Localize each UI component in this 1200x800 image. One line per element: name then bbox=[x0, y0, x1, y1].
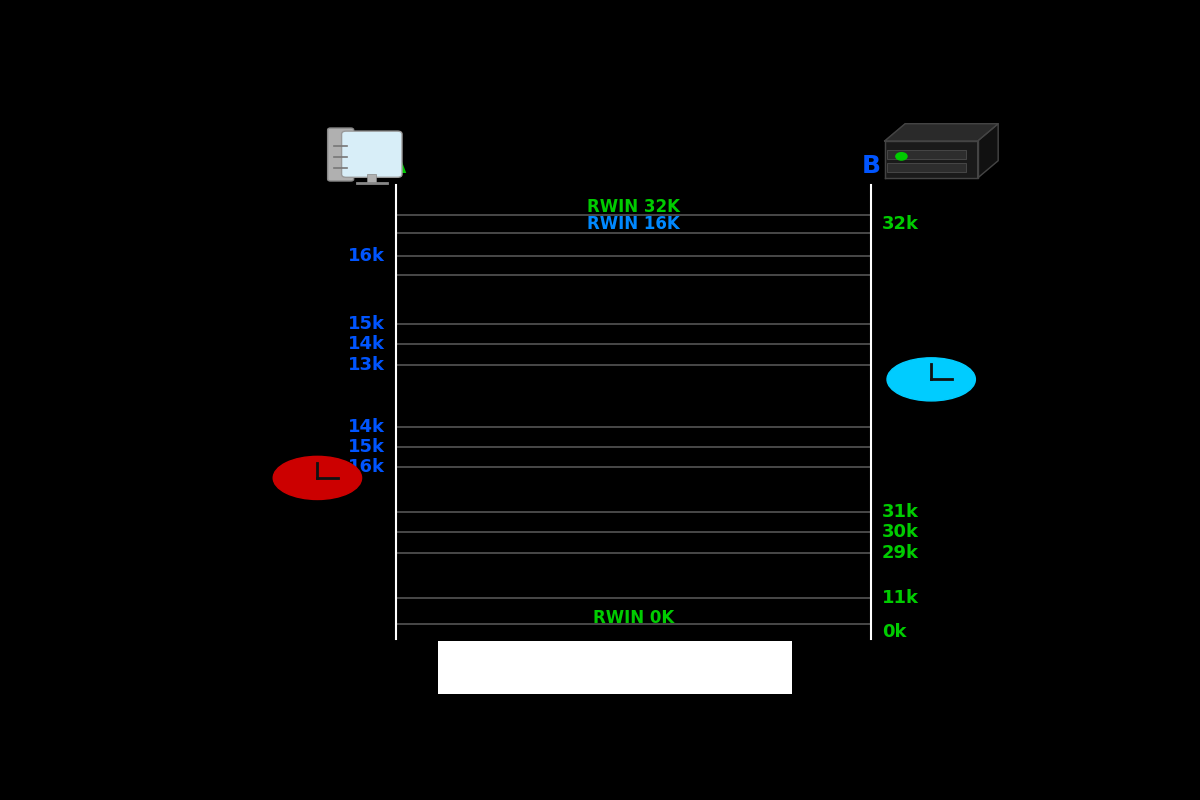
Text: 14k: 14k bbox=[348, 418, 385, 436]
FancyBboxPatch shape bbox=[888, 163, 966, 172]
FancyBboxPatch shape bbox=[328, 128, 354, 181]
Circle shape bbox=[896, 153, 907, 160]
FancyBboxPatch shape bbox=[367, 174, 377, 183]
Text: RWIN 16K: RWIN 16K bbox=[587, 214, 680, 233]
Text: 16k: 16k bbox=[348, 247, 385, 265]
Polygon shape bbox=[978, 124, 998, 178]
FancyBboxPatch shape bbox=[438, 641, 792, 694]
Ellipse shape bbox=[274, 456, 361, 499]
Text: 11k: 11k bbox=[882, 589, 919, 607]
Text: 14k: 14k bbox=[348, 335, 385, 354]
Text: 29k: 29k bbox=[882, 544, 919, 562]
Text: 13k: 13k bbox=[348, 356, 385, 374]
Text: 32k: 32k bbox=[882, 214, 919, 233]
Text: B: B bbox=[862, 154, 881, 178]
Text: RWIN 0K: RWIN 0K bbox=[593, 609, 674, 626]
Text: 31k: 31k bbox=[882, 503, 919, 521]
Text: 30k: 30k bbox=[882, 523, 919, 541]
Polygon shape bbox=[884, 124, 998, 141]
FancyBboxPatch shape bbox=[888, 150, 966, 159]
Polygon shape bbox=[884, 141, 978, 178]
Text: 15k: 15k bbox=[348, 315, 385, 333]
Text: RWIN 32K: RWIN 32K bbox=[587, 198, 680, 216]
Text: 0k: 0k bbox=[882, 623, 906, 641]
Text: A: A bbox=[386, 154, 406, 178]
Text: 16k: 16k bbox=[348, 458, 385, 477]
FancyBboxPatch shape bbox=[342, 131, 402, 178]
Text: 15k: 15k bbox=[348, 438, 385, 456]
Ellipse shape bbox=[887, 358, 976, 401]
